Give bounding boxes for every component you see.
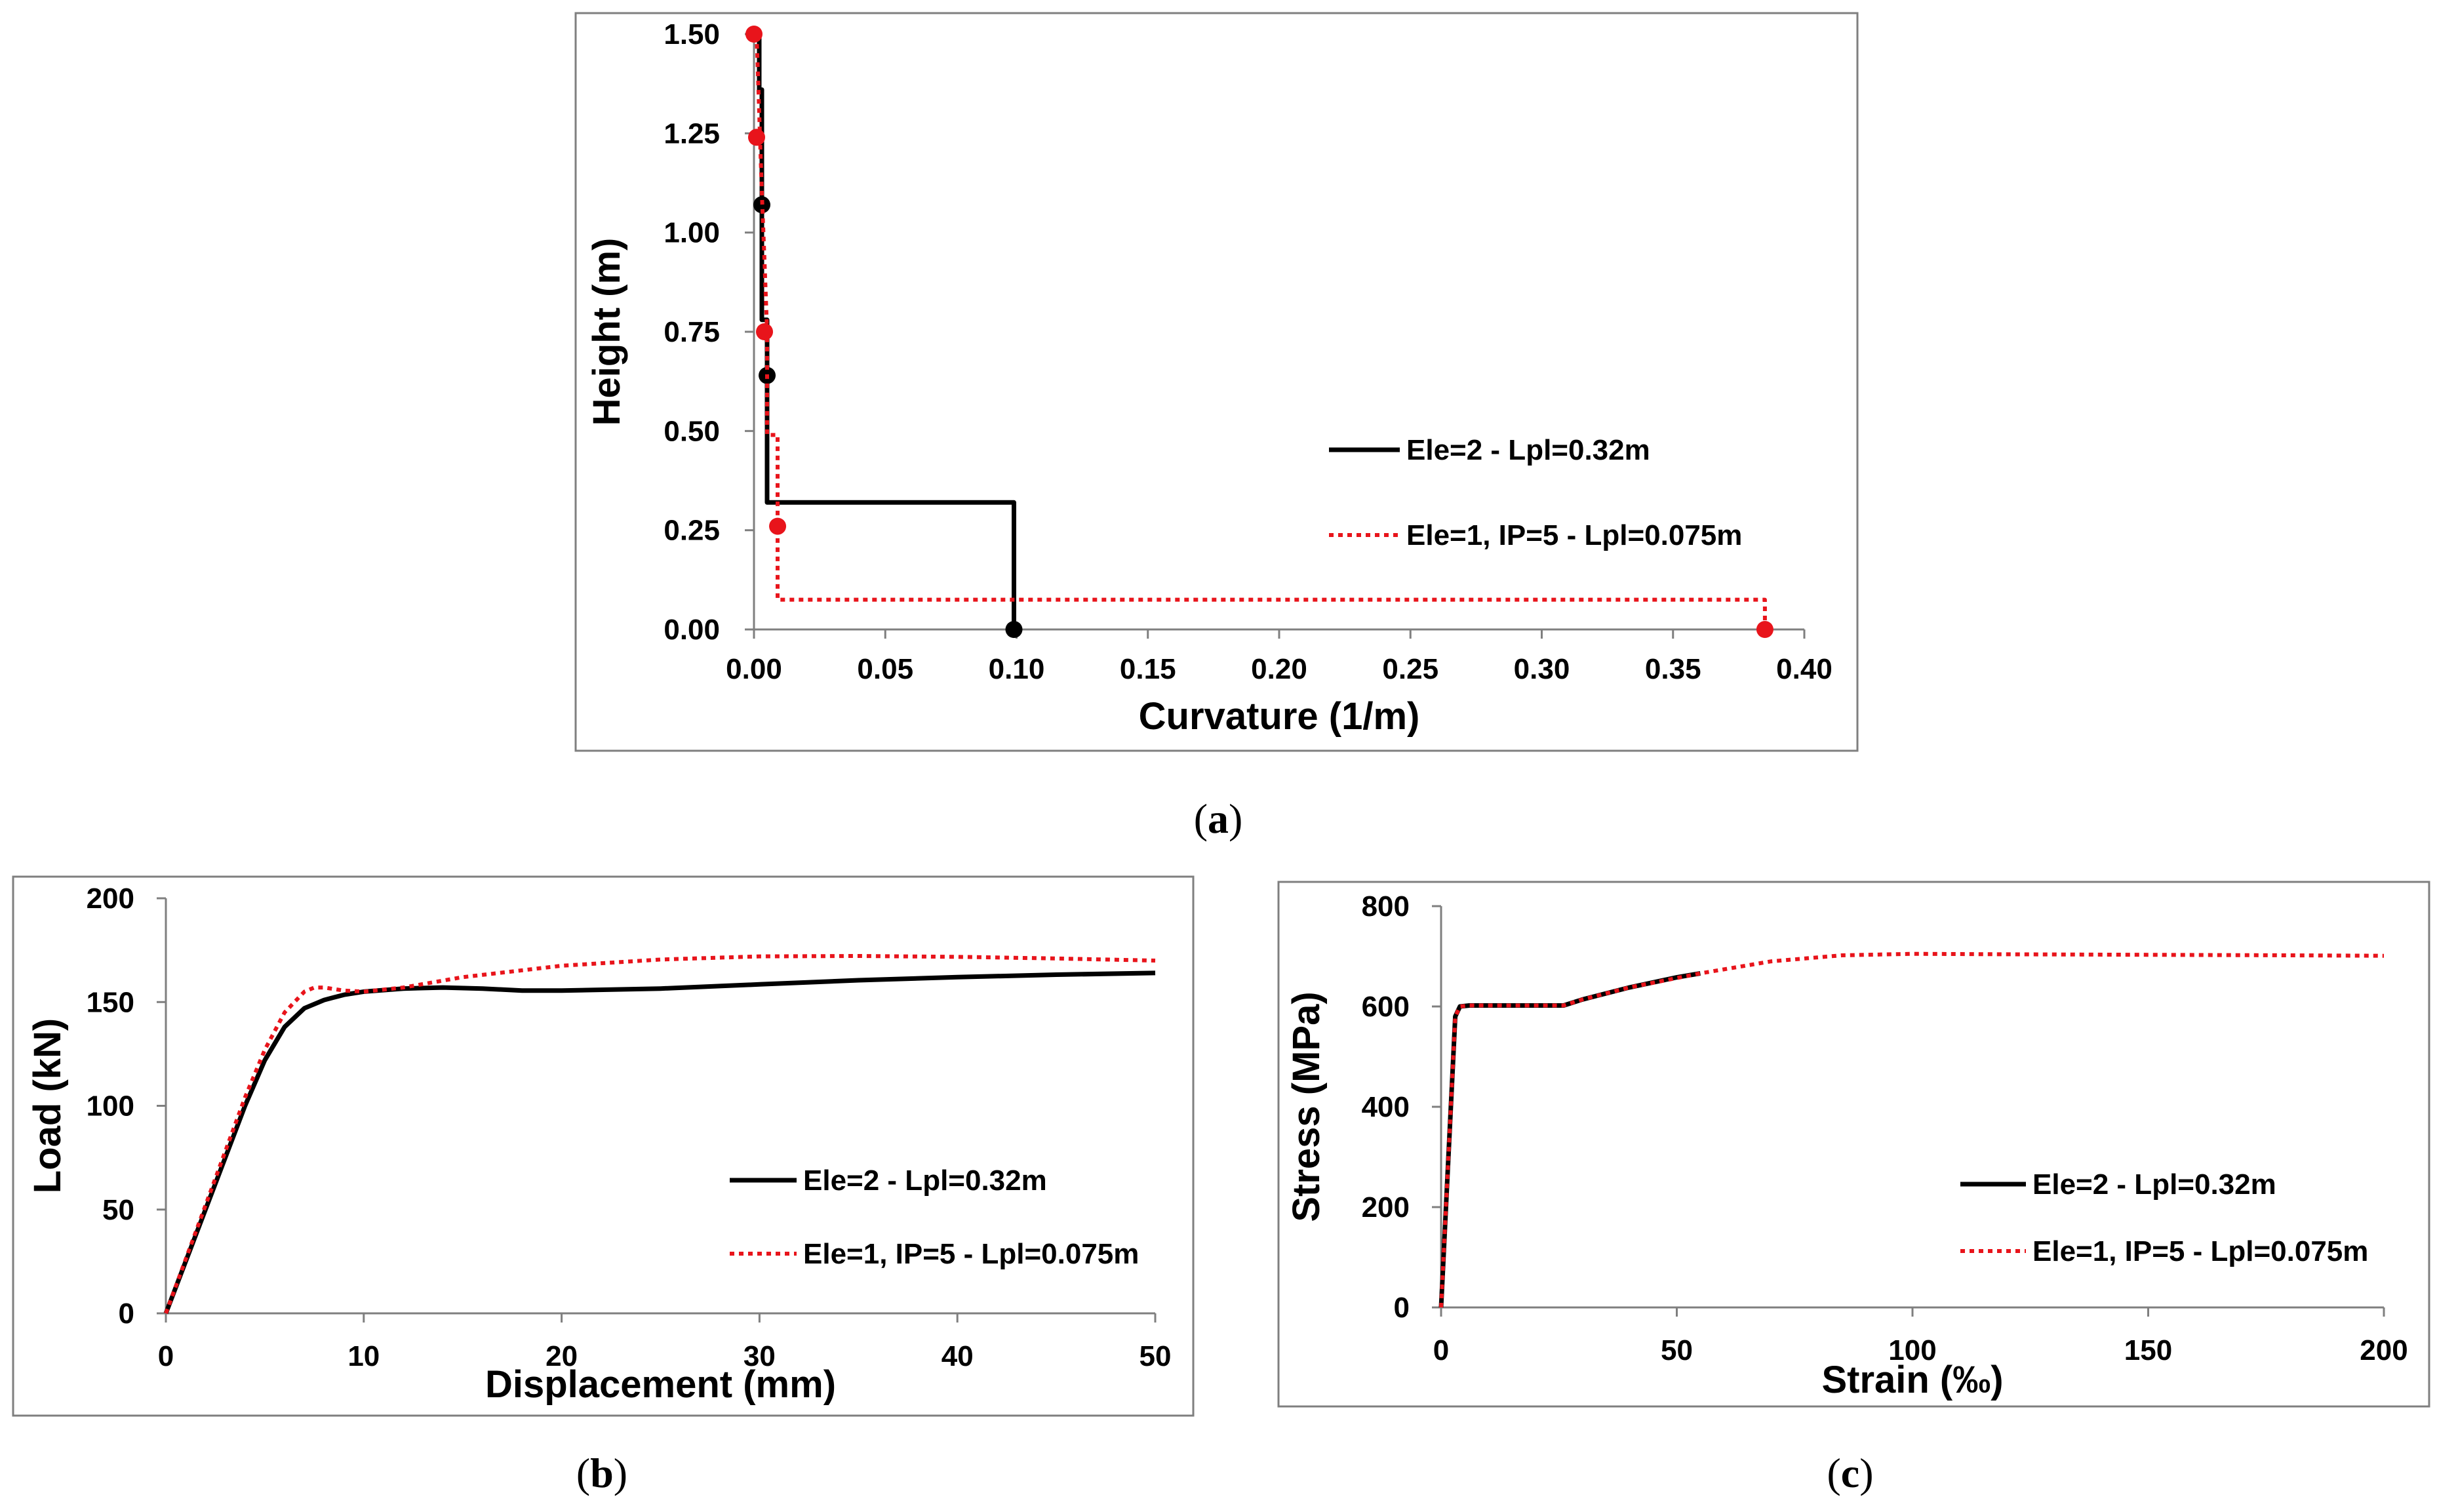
chart-c-caption: (c) bbox=[1827, 1450, 1873, 1496]
series-point-ele1 bbox=[756, 323, 774, 340]
y-tick-label: 800 bbox=[1362, 890, 1410, 923]
y-tick-label: 200 bbox=[1362, 1191, 1410, 1224]
legend-label-ele1: Ele=1, IP=5 - Lpl=0.075m bbox=[2032, 1235, 2368, 1267]
x-tick-label: 0.30 bbox=[1514, 653, 1570, 685]
x-tick-label: 0 bbox=[1433, 1334, 1449, 1366]
x-tick-label: 0.25 bbox=[1382, 653, 1438, 685]
legend-label-ele1: Ele=1, IP=5 - Lpl=0.075m bbox=[1406, 519, 1742, 551]
chart-a-frame bbox=[574, 12, 1859, 752]
series-line-ele2 bbox=[757, 34, 1016, 629]
legend-label-ele2: Ele=2 - Lpl=0.32m bbox=[803, 1164, 1047, 1197]
y-axis-label: Load (kN) bbox=[26, 1018, 69, 1193]
x-tick-label: 0 bbox=[158, 1340, 174, 1372]
series-line-ele1 bbox=[164, 954, 1156, 1315]
x-tick-label: 100 bbox=[1888, 1334, 1936, 1366]
y-tick-label: 0.50 bbox=[664, 415, 720, 447]
x-tick-label: 50 bbox=[1661, 1334, 1693, 1366]
x-axis-label: Displacement (mm) bbox=[485, 1363, 836, 1406]
y-tick-label: 400 bbox=[1362, 1091, 1410, 1123]
series-line-ele2 bbox=[163, 970, 1156, 1315]
series-point-ele1 bbox=[745, 26, 763, 43]
y-tick-label: 0.75 bbox=[664, 316, 720, 348]
x-tick-label: 20 bbox=[545, 1340, 578, 1372]
x-tick-label: 0.40 bbox=[1776, 653, 1833, 685]
y-tick-label: 0 bbox=[119, 1298, 134, 1330]
series-point-ele1 bbox=[769, 517, 787, 535]
y-tick-label: 150 bbox=[87, 986, 134, 1018]
legend-label-ele2: Ele=2 - Lpl=0.32m bbox=[2032, 1168, 2276, 1201]
y-tick-label: 0.00 bbox=[664, 614, 720, 646]
x-tick-label: 10 bbox=[347, 1340, 380, 1372]
series-point-ele2 bbox=[1005, 621, 1023, 638]
x-tick-label: 0.10 bbox=[989, 653, 1045, 685]
chart-c-frame bbox=[1277, 881, 2430, 1408]
x-tick-label: 0.15 bbox=[1120, 653, 1176, 685]
y-tick-label: 50 bbox=[102, 1194, 134, 1226]
y-tick-label: 100 bbox=[87, 1090, 134, 1123]
x-tick-label: 150 bbox=[2124, 1334, 2172, 1366]
x-axis-label: Strain (‰) bbox=[1821, 1359, 2003, 1401]
x-tick-label: 40 bbox=[941, 1340, 974, 1372]
chart-b-caption-letter: b bbox=[590, 1450, 614, 1496]
series-point-ele1 bbox=[748, 129, 766, 146]
y-tick-label: 1.25 bbox=[664, 117, 720, 149]
chart-a: 0.00 0.05 0.10 0.15 0.20 0.25 0.30 0.35 0.40 0.00… bbox=[574, 12, 1859, 842]
y-tick-label: 600 bbox=[1362, 991, 1410, 1023]
chart-b-frame bbox=[12, 875, 1195, 1417]
legend-label-ele1: Ele=1, IP=5 - Lpl=0.075m bbox=[803, 1238, 1139, 1270]
series-line-ele1 bbox=[1439, 951, 2385, 1308]
y-axis-label: Stress (MPa) bbox=[1285, 991, 1328, 1222]
x-tick-label: 0.05 bbox=[857, 653, 913, 685]
x-tick-label: 200 bbox=[2360, 1334, 2407, 1366]
y-axis-label: Height (m) bbox=[585, 238, 628, 426]
series-point-ele1 bbox=[1756, 621, 1773, 638]
chart-a-caption-letter: a bbox=[1208, 795, 1229, 842]
x-tick-label: 50 bbox=[1139, 1340, 1172, 1372]
legend-label-ele2: Ele=2 - Lpl=0.32m bbox=[1406, 434, 1650, 466]
chart-b: 0 10 20 30 40 50 0 50 100 150 200 Displacement (mm)… bbox=[12, 875, 1195, 1496]
chart-c-caption-letter: c bbox=[1841, 1450, 1859, 1496]
x-tick-label: 0.35 bbox=[1645, 653, 1701, 685]
x-tick-label: 30 bbox=[743, 1340, 776, 1372]
y-tick-label: 0 bbox=[1394, 1292, 1410, 1324]
y-tick-label: 200 bbox=[87, 883, 134, 915]
y-tick-label: 1.50 bbox=[664, 18, 720, 50]
series-point-ele2 bbox=[753, 196, 771, 214]
series-line-ele1 bbox=[755, 33, 1767, 629]
x-tick-label: 0.00 bbox=[726, 653, 782, 685]
x-tick-label: 0.20 bbox=[1251, 653, 1307, 685]
y-tick-label: 0.25 bbox=[664, 515, 720, 547]
y-tick-label: 1.00 bbox=[664, 217, 720, 249]
chart-c: 0 50 100 150 200 0 200 400 600 800 Strain (‰) Stres… bbox=[1277, 881, 2430, 1496]
chart-b-caption: (b) bbox=[576, 1450, 627, 1496]
chart-a-caption: (a) bbox=[1194, 795, 1243, 842]
x-axis-label: Curvature (1/m) bbox=[1139, 695, 1420, 738]
